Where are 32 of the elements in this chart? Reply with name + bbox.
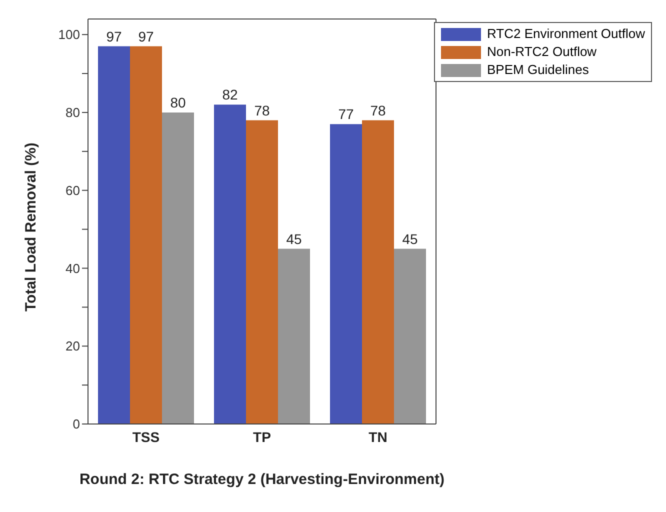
- bar: [246, 120, 278, 424]
- data-label: 82: [222, 86, 238, 103]
- y-tick-label: 0: [72, 416, 80, 432]
- legend-label: BPEM Guidelines: [487, 61, 589, 79]
- y-tick-label: 40: [66, 260, 80, 276]
- x-tick-label: TP: [253, 428, 271, 445]
- data-label: 45: [286, 230, 302, 247]
- y-tick-label: 80: [66, 105, 80, 120]
- y-axis-title: Total Load Removal (%): [22, 142, 40, 312]
- data-label: 78: [370, 102, 386, 118]
- legend-label: RTC2 Environment Outflow: [487, 25, 645, 43]
- bar: [278, 248, 310, 424]
- y-tick-label: 100: [58, 27, 80, 42]
- bar: [394, 248, 426, 424]
- data-label: 78: [254, 102, 270, 118]
- bar: [162, 112, 194, 424]
- legend-label: Non-RTC2 Outflow: [487, 43, 597, 61]
- data-label: 80: [170, 94, 186, 110]
- data-label: 97: [106, 28, 122, 44]
- bar: [98, 46, 130, 424]
- data-label: 45: [402, 230, 418, 247]
- bar: [362, 120, 394, 424]
- bar: [214, 104, 246, 424]
- x-tick-label: TN: [368, 428, 388, 445]
- y-tick-label: 60: [66, 182, 80, 198]
- y-tick-label: 20: [66, 338, 80, 354]
- bar: [330, 124, 362, 424]
- data-label: 77: [338, 106, 354, 122]
- bar: [130, 46, 162, 424]
- data-label: 97: [138, 28, 154, 44]
- x-axis-title: Round 2: RTC Strategy 2 (Harvesting-Environment): [79, 471, 445, 488]
- x-tick-label: TSS: [132, 428, 160, 445]
